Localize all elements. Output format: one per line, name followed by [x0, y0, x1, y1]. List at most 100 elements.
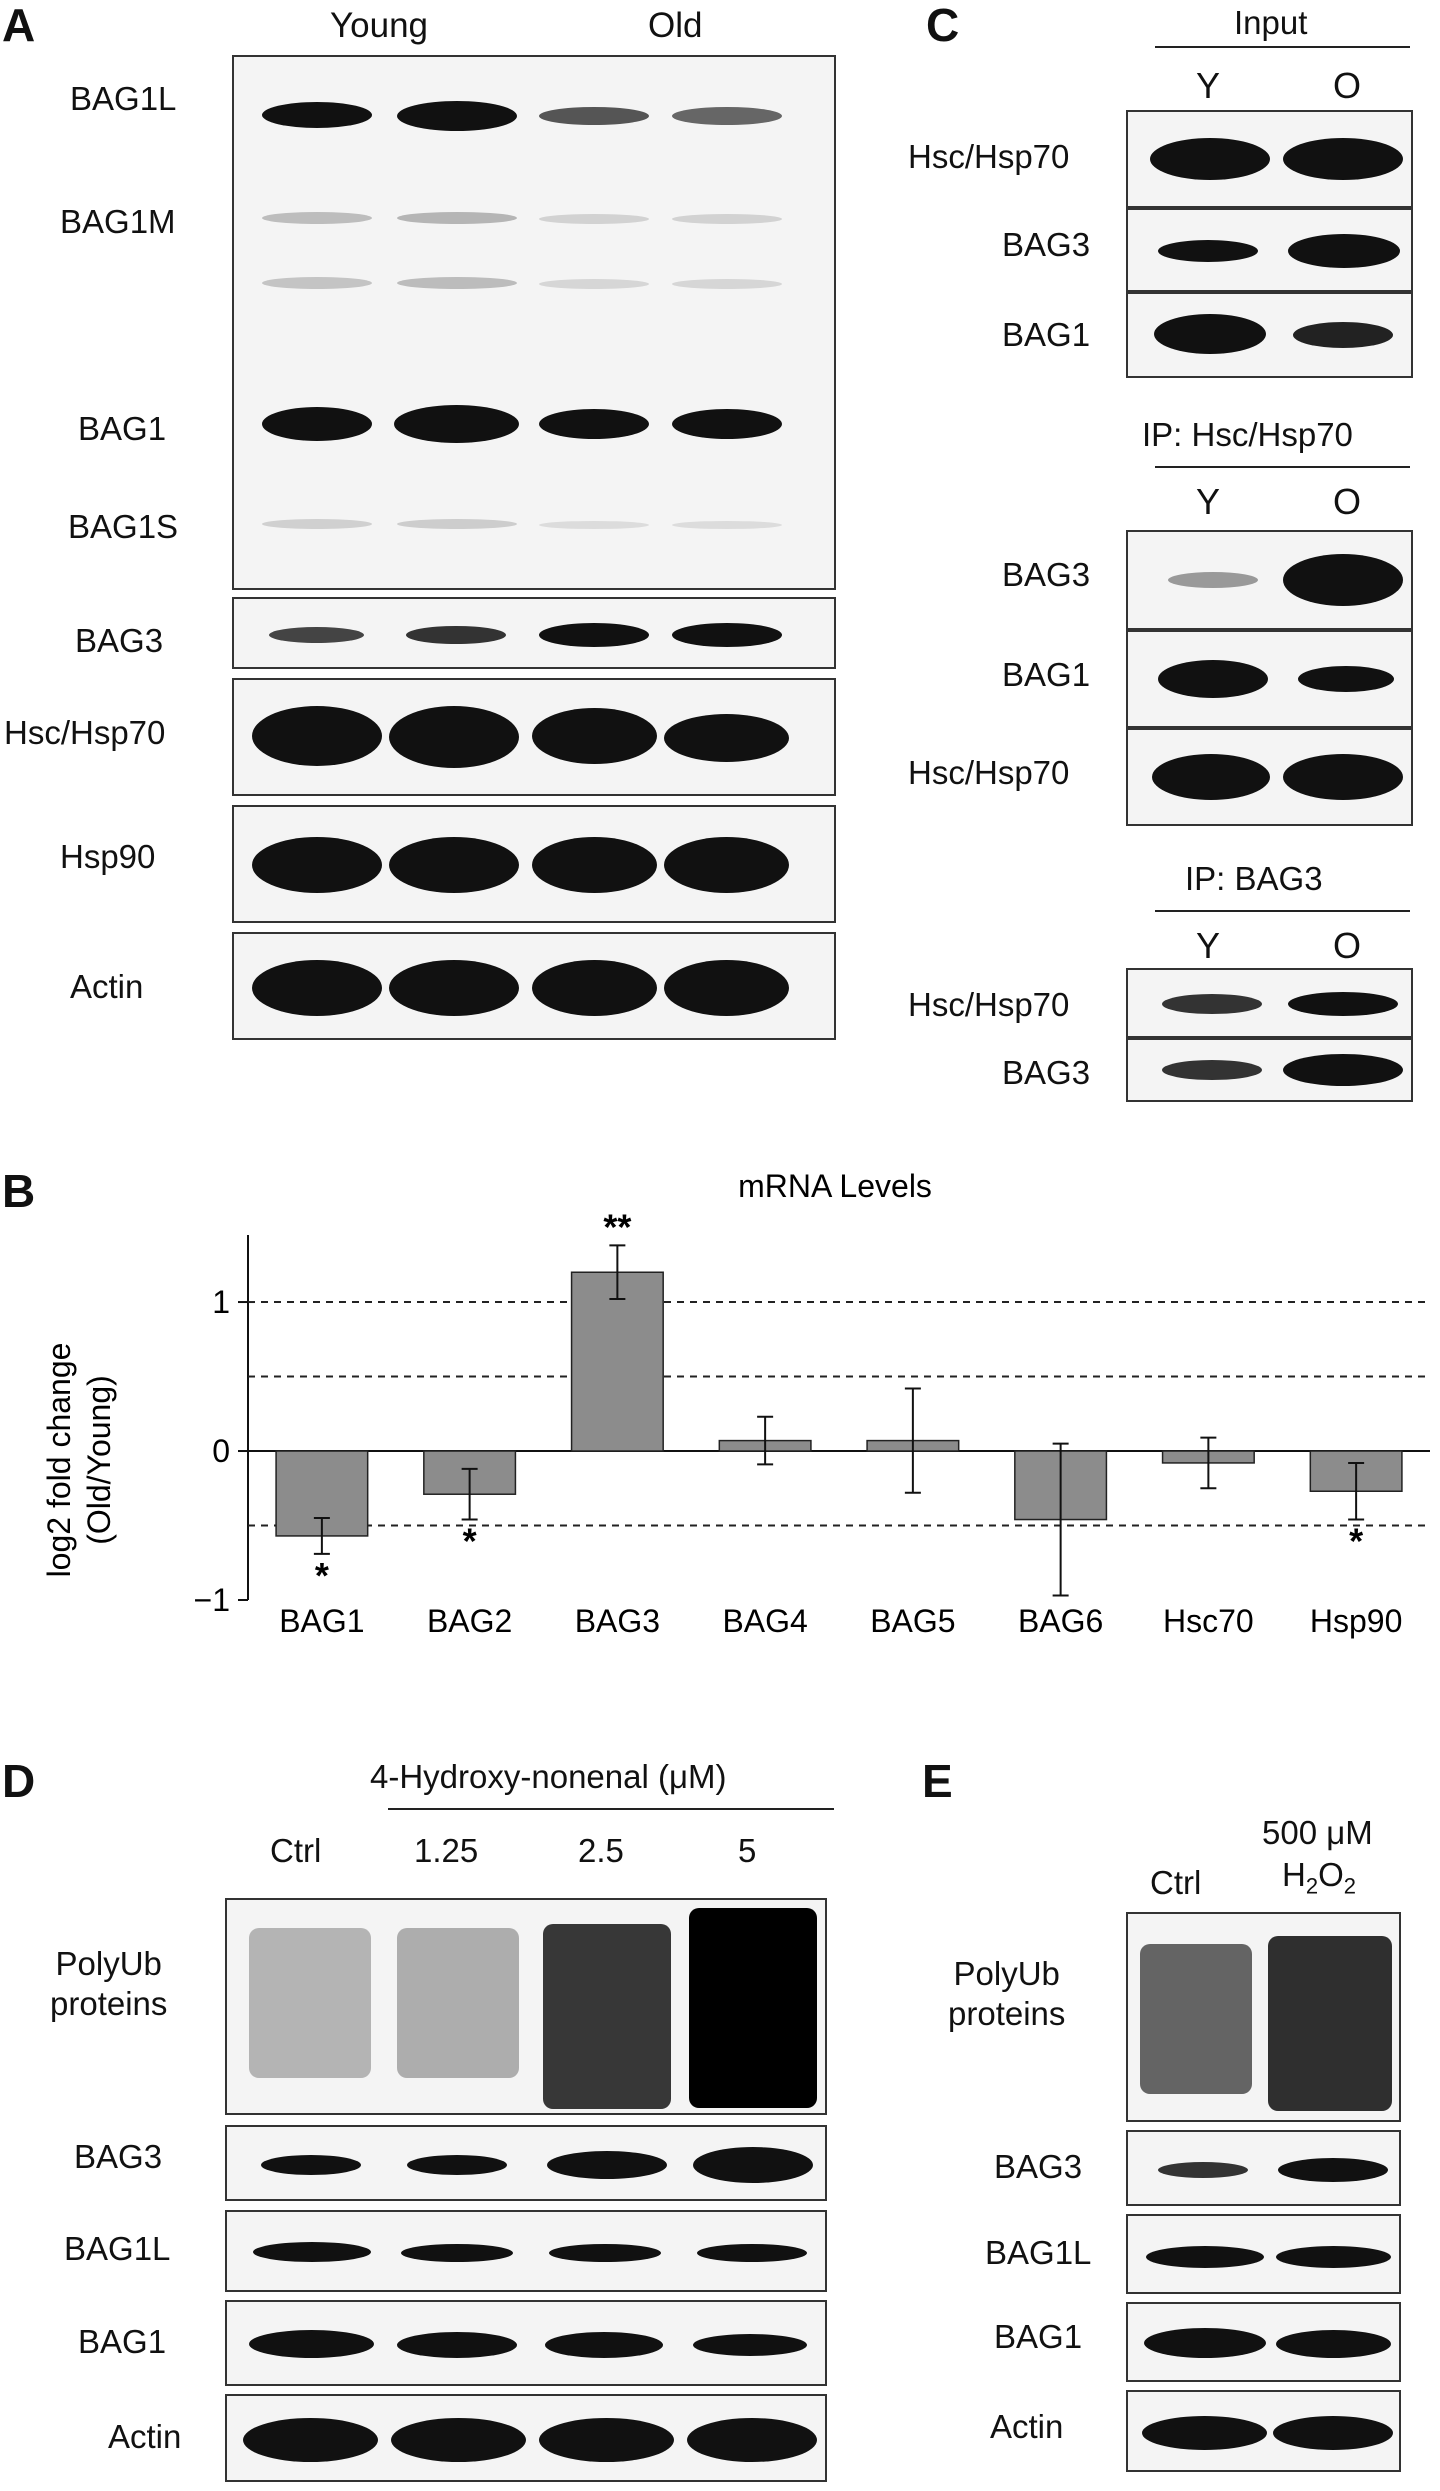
blot-label-bag3: BAG3	[74, 2138, 163, 2175]
h2o2-sub1: 2	[1305, 1873, 1319, 1899]
band	[545, 2332, 663, 2358]
x-tick-label: BAG1	[279, 1603, 364, 1639]
band	[249, 2330, 374, 2358]
band	[1278, 2158, 1388, 2182]
band	[532, 960, 657, 1016]
blot-label-bag1l: BAG1L	[70, 80, 177, 117]
band	[672, 107, 782, 125]
band	[664, 960, 789, 1016]
y-axis-label-line2: (Old/Young)	[81, 1375, 117, 1545]
panel-label-e: E	[922, 1755, 953, 1807]
y-tick-label: −1	[194, 1582, 230, 1618]
input-col-o: O	[1333, 65, 1362, 106]
x-tick-label: BAG5	[870, 1603, 955, 1639]
band	[389, 960, 519, 1016]
ip1-bracket	[1155, 466, 1410, 468]
ip2-row-bag3: BAG3	[1002, 1054, 1091, 1091]
band	[243, 2418, 378, 2462]
blot-label-actin: Actin	[990, 2408, 1064, 2445]
band	[547, 2151, 667, 2179]
panel-label-d: D	[2, 1755, 36, 1807]
band	[1158, 660, 1268, 698]
lane-label-5: 5	[738, 1832, 757, 1869]
band	[672, 214, 782, 224]
blot-ip1-bag3	[1126, 530, 1413, 630]
blot-label-bag1m: BAG1M	[60, 203, 176, 240]
blot-input-bag1	[1126, 292, 1413, 378]
band	[1293, 322, 1393, 348]
band	[406, 626, 506, 644]
band	[1144, 2328, 1266, 2358]
y-tick-label: 0	[212, 1433, 230, 1469]
band	[391, 2418, 526, 2462]
lane-label-500um: 500 μM	[1262, 1814, 1373, 1851]
blot-bag1l	[225, 2210, 827, 2292]
ip1-row-bag3: BAG3	[1002, 556, 1091, 593]
blot-input-bag3	[1126, 208, 1413, 292]
band	[1142, 2416, 1267, 2450]
blot-bag3	[1126, 2130, 1401, 2206]
h2o2-sub2: 2	[1343, 1873, 1357, 1899]
input-row-bag3: BAG3	[1002, 226, 1091, 263]
ip2-bracket	[1155, 910, 1410, 912]
smear	[1140, 1944, 1252, 2094]
significance-mark: *	[1349, 1521, 1363, 1562]
band	[1162, 1060, 1262, 1080]
blot-ip1-hsc-hsp70	[1126, 728, 1413, 826]
polyub-line1: PolyUb	[55, 1945, 162, 1982]
ip2-title: IP: BAG3	[1185, 860, 1323, 897]
band	[262, 407, 372, 441]
blot-label-polyub: PolyUb proteins	[50, 1944, 167, 2023]
input-col-y: Y	[1196, 65, 1221, 106]
band	[397, 277, 517, 289]
group-label-old: Old	[648, 6, 703, 45]
hne-bracket	[388, 1808, 834, 1810]
input-row-bag1: BAG1	[1002, 316, 1091, 353]
panel-label-a: A	[2, 0, 36, 51]
ip2-col-o: O	[1333, 925, 1362, 966]
blot-hsp90	[232, 805, 836, 923]
band	[1152, 754, 1270, 800]
band	[539, 623, 649, 647]
lane-label-ctrl: Ctrl	[270, 1832, 322, 1869]
h2o2-h: H	[1282, 1856, 1306, 1893]
ip2-row-hsc-hsp70: Hsc/Hsp70	[908, 986, 1070, 1023]
panel-label-b: B	[2, 1165, 36, 1217]
band	[664, 837, 789, 893]
band	[253, 2242, 371, 2262]
blot-label-bag1s: BAG1S	[68, 508, 179, 545]
band	[1276, 2330, 1391, 2358]
blot-label-bag3: BAG3	[75, 622, 164, 659]
significance-mark: *	[463, 1521, 477, 1562]
blot-bag3	[232, 597, 836, 669]
band	[1298, 666, 1394, 692]
input-row-hsc-hsp70: Hsc/Hsp70	[908, 138, 1070, 175]
x-tick-label: BAG4	[722, 1603, 807, 1639]
band	[539, 107, 649, 125]
band	[269, 627, 364, 643]
band	[1283, 554, 1403, 606]
ip1-row-hsc-hsp70: Hsc/Hsp70	[908, 754, 1070, 791]
blot-label-bag1: BAG1	[994, 2318, 1083, 2355]
band	[252, 837, 382, 893]
blot-label-actin: Actin	[108, 2418, 182, 2455]
blot-label-bag3: BAG3	[994, 2148, 1083, 2185]
band	[539, 2418, 674, 2462]
smear	[1268, 1936, 1392, 2111]
blot-ip1-bag1	[1126, 630, 1413, 728]
ip1-col-y: Y	[1196, 481, 1221, 522]
band	[672, 521, 782, 529]
band	[693, 2147, 813, 2183]
band	[1154, 314, 1266, 354]
band	[549, 2244, 661, 2262]
group-label-young: Young	[330, 6, 428, 45]
blot-label-bag1l: BAG1L	[985, 2234, 1092, 2271]
blot-ip2-bag3	[1126, 1038, 1413, 1102]
band	[394, 405, 519, 443]
band	[407, 2155, 507, 2175]
blot-label-polyub: PolyUb proteins	[948, 1954, 1065, 2033]
band	[397, 212, 517, 224]
band	[389, 837, 519, 893]
smear	[543, 1924, 671, 2109]
band	[1162, 994, 1262, 1014]
